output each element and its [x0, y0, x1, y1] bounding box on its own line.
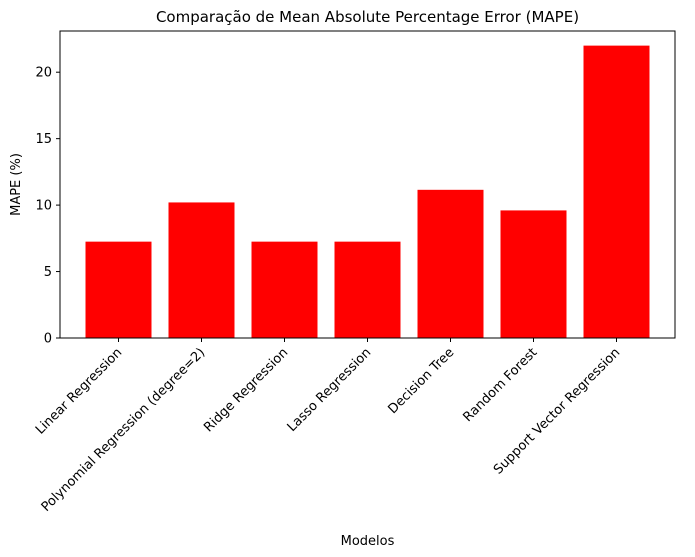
- x-tick-label: Decision Tree: [386, 345, 458, 417]
- y-tick-label: 20: [35, 66, 52, 81]
- chart-title: Comparação de Mean Absolute Percentage E…: [156, 8, 579, 26]
- x-tick-label: Random Forest: [461, 345, 541, 425]
- bar: [334, 241, 401, 338]
- y-tick-label: 0: [44, 332, 52, 347]
- bar: [85, 241, 152, 338]
- x-tick-label: Lasso Regression: [285, 345, 375, 435]
- y-tick-label: 10: [35, 199, 52, 214]
- y-axis: 0 5 10 15 20: [35, 66, 60, 347]
- y-tick-label: 15: [35, 132, 52, 147]
- bar: [417, 189, 484, 338]
- bar: [251, 241, 318, 338]
- y-axis-label: MAPE (%): [9, 153, 24, 216]
- bars-group: [85, 45, 650, 338]
- x-axis-label: Modelos: [341, 534, 395, 549]
- x-tick-label: Polynomial Regression (degree=2): [39, 345, 209, 515]
- bar: [500, 210, 567, 338]
- bar: [583, 45, 650, 338]
- y-tick-label: 5: [44, 265, 52, 280]
- x-tick-label: Linear Regression: [33, 345, 125, 437]
- plot-frame: [59, 30, 676, 339]
- bar: [168, 202, 235, 338]
- x-tick-label: Ridge Regression: [201, 345, 291, 435]
